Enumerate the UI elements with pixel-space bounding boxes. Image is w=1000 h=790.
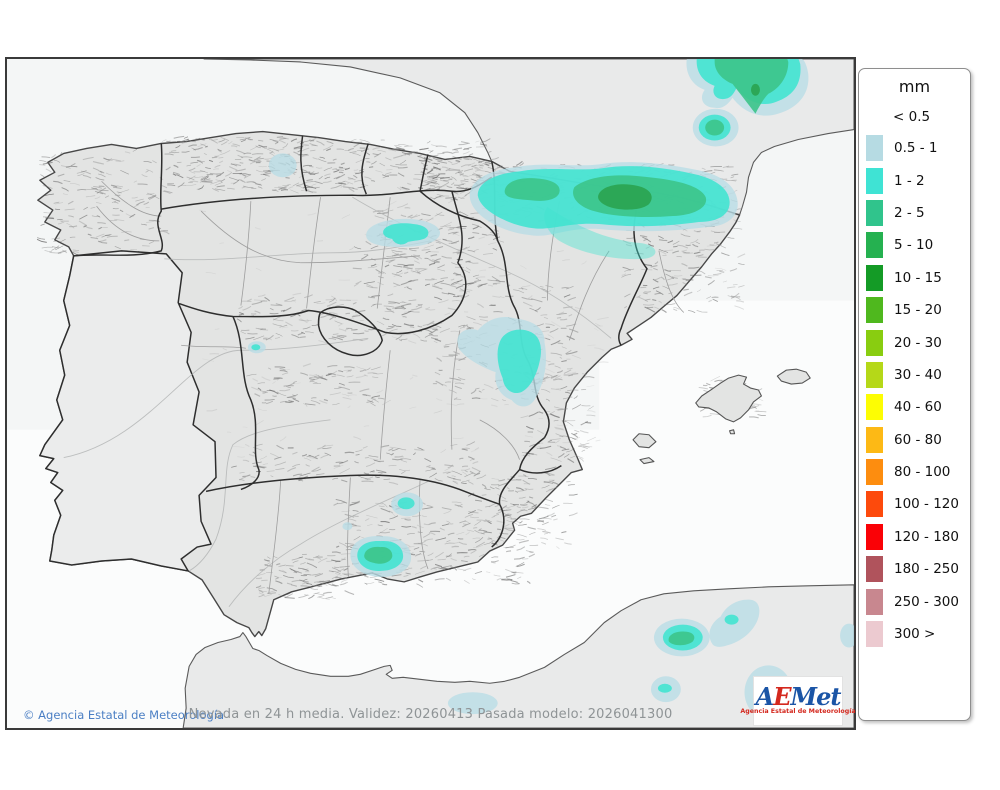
legend-row: 10 - 15 [859, 262, 970, 294]
copyright-text: © Agencia Estatal de Meteorología [23, 708, 225, 722]
legend-title: mm [898, 77, 931, 96]
legend-swatch [866, 135, 883, 162]
legend-label: 5 - 10 [894, 237, 934, 254]
aemet-logo: AEMet Agencia Estatal de Meteorología [740, 676, 856, 726]
legend-label: 15 - 20 [894, 302, 942, 319]
legend-row: 40 - 60 [859, 391, 970, 423]
legend-swatch [866, 426, 883, 453]
legend-row: 15 - 20 [859, 294, 970, 326]
legend-label: 250 - 300 [894, 593, 959, 610]
legend-label: 0.5 - 1 [894, 140, 938, 157]
spain-precipitation-map [7, 59, 854, 728]
legend-label: 40 - 60 [894, 399, 942, 416]
legend-swatch [866, 621, 883, 648]
legend-swatch [866, 588, 883, 615]
legend-swatch [866, 199, 883, 226]
legend-swatch [866, 491, 883, 518]
legend-label: 20 - 30 [894, 334, 942, 351]
terrain-hillshade-texture [36, 135, 767, 600]
legend-row: 30 - 40 [859, 359, 970, 391]
legend-swatch [866, 232, 883, 259]
map-panel: © Agencia Estatal de Meteorología Nevada… [5, 57, 856, 730]
legend-swatch [866, 264, 883, 291]
island-menorca [776, 368, 811, 385]
legend-label: 60 - 80 [894, 431, 942, 448]
legend-label: 100 - 120 [894, 496, 959, 513]
aemet-logo-letter-e: E [773, 682, 791, 711]
aemet-logo-letter-a: A [755, 682, 775, 711]
legend-swatch [866, 361, 883, 388]
island-mallorca [695, 374, 762, 423]
aemet-logo-word: AEMet [756, 685, 842, 709]
precipitation-overlays [247, 59, 854, 720]
legend-label: 10 - 15 [894, 269, 942, 286]
legend-row: 2 - 5 [859, 197, 970, 229]
province-borders [96, 180, 685, 594]
iberia-landmass [37, 130, 741, 638]
rivers [63, 196, 612, 607]
legend-label: 30 - 40 [894, 366, 942, 383]
legend-row: 0.5 - 1 [859, 132, 970, 164]
legend-swatch [866, 459, 883, 486]
legend-row: 80 - 100 [859, 456, 970, 488]
legend-row: 100 - 120 [859, 488, 970, 520]
map-caption: Nevada en 24 h media. Validez: 20260413 … [188, 707, 673, 722]
legend-row: 5 - 10 [859, 229, 970, 261]
legend-label-lt-05: < 0.5 [893, 109, 931, 125]
island-cabrera [729, 429, 736, 435]
legend-label: 80 - 100 [894, 464, 951, 481]
legend-row: 250 - 300 [859, 585, 970, 617]
legend-swatch [866, 556, 883, 583]
legend-label: 180 - 250 [894, 561, 959, 578]
legend-label: 300 > [894, 626, 936, 643]
legend-row: 120 - 180 [859, 521, 970, 553]
island-formentera [639, 457, 655, 465]
balearic-islands [632, 368, 811, 465]
precip-level-5-10 [598, 83, 760, 210]
legend-row: 60 - 80 [859, 424, 970, 456]
legend-swatch [866, 394, 883, 421]
legend-row: 1 - 2 [859, 164, 970, 196]
legend-label: 120 - 180 [894, 528, 959, 545]
portugal-landmass [39, 250, 217, 572]
legend-swatch [866, 167, 883, 194]
legend-swatch [866, 523, 883, 550]
aemet-logo-letters-met: Met [790, 682, 842, 711]
legend-label: 2 - 5 [894, 204, 925, 221]
legend-row: 180 - 250 [859, 553, 970, 585]
aemet-logo-subtitle: Agencia Estatal de Meteorología [740, 708, 856, 715]
island-ibiza [632, 433, 657, 449]
region-borders [73, 135, 648, 548]
legend-label: 1 - 2 [894, 172, 925, 189]
legend-row: 20 - 30 [859, 326, 970, 358]
legend-swatch [866, 297, 883, 324]
legend-swatch [866, 329, 883, 356]
precipitation-legend: mm < 0.5 0.5 - 1 1 - 2 2 - 5 5 - 10 10 -… [858, 68, 971, 721]
legend-row: 300 > [859, 618, 970, 650]
